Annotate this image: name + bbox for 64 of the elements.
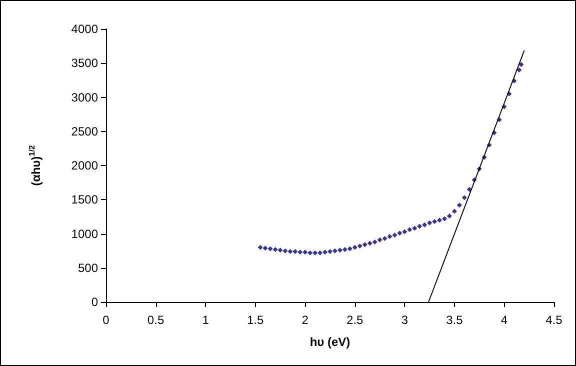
point (392, 232, 398, 238)
x-tick-label: 1 (202, 313, 210, 327)
point (272, 246, 278, 252)
y-tick-label: 500 (78, 260, 98, 275)
point (268, 246, 273, 252)
y-tick-label: 4000 (71, 22, 98, 36)
x-axis-title: hυ (eV) (310, 335, 350, 349)
point (462, 195, 467, 200)
point (322, 250, 328, 255)
x-tick-label: 0.5 (147, 313, 164, 327)
point (412, 226, 418, 231)
point (308, 250, 313, 256)
y-axis-title: (αhυ)1/2 (28, 144, 43, 186)
y-tick-label: 2500 (71, 124, 98, 138)
point (342, 246, 348, 252)
y-tick-label: 3000 (71, 90, 98, 104)
point (288, 248, 293, 254)
point (347, 246, 352, 252)
point (372, 239, 378, 244)
point (262, 246, 268, 251)
point (362, 242, 368, 248)
point (337, 248, 342, 253)
point (352, 244, 358, 250)
point (452, 208, 457, 214)
point (328, 248, 332, 254)
y-tick-label: 3500 (71, 56, 98, 70)
x-tick-label: 3 (401, 313, 408, 327)
point (282, 248, 288, 254)
point (446, 214, 452, 219)
point (417, 224, 422, 229)
point (302, 250, 308, 255)
point (422, 222, 428, 228)
point (432, 218, 438, 224)
point (318, 250, 323, 256)
x-tick-label: 0 (102, 313, 110, 327)
point (258, 244, 263, 250)
point (407, 227, 412, 232)
point (377, 237, 382, 242)
y-tick-label: 1500 (71, 192, 98, 207)
point (292, 248, 298, 254)
point (357, 244, 362, 249)
point (442, 216, 447, 222)
point (332, 248, 338, 254)
point (456, 202, 462, 208)
x-tick-label: 1.5 (246, 313, 264, 327)
point (397, 230, 402, 236)
point (278, 248, 283, 253)
point (437, 218, 442, 223)
point (298, 250, 303, 255)
y-tick-label: 2000 (71, 158, 98, 172)
point (312, 250, 318, 256)
y-tick-label: 0 (91, 295, 98, 309)
x-tick-label: 2.5 (346, 313, 364, 327)
point (466, 186, 472, 192)
point (387, 234, 392, 239)
x-tick-label: 4 (500, 313, 508, 327)
point (402, 229, 408, 234)
point (427, 220, 432, 226)
point (367, 240, 372, 246)
y-tick-label: 1000 (71, 226, 98, 241)
point (382, 236, 388, 242)
x-tick-label: 4.5 (546, 313, 563, 327)
x-tick-label: 2 (302, 313, 309, 327)
x-tick-label: 3.5 (446, 313, 464, 327)
